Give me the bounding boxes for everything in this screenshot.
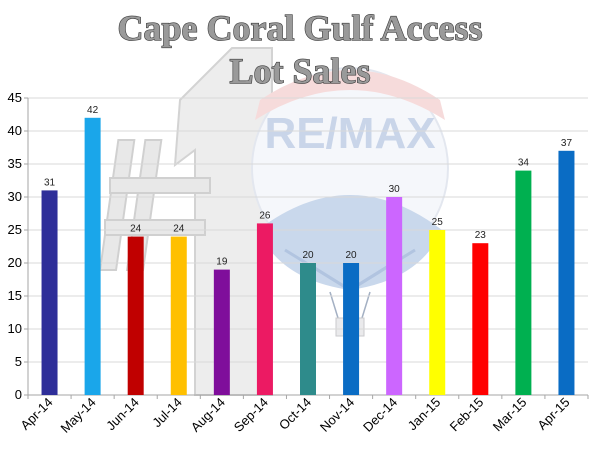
bar-apr-14 [41,190,58,395]
bar-aug-14 [213,269,230,395]
bar-jan-15 [429,230,446,395]
watermark-hash-sign [98,139,211,271]
y-tick-label: 15 [8,288,22,303]
bars: 31 42 24 24 19 26 20 20 30 25 23 34 37 [41,105,575,396]
data-label: 31 [44,177,56,188]
x-tick-label: Dec-14 [360,395,400,435]
data-label: 20 [346,250,358,261]
x-tick-label: Jan-15 [405,395,444,434]
data-label: 26 [259,210,271,221]
y-tick-label: 30 [8,189,22,204]
bar-may-14 [84,117,101,396]
data-label: 25 [432,217,444,228]
chart-title-line-2: Lot Sales [229,51,370,91]
data-label: 24 [173,224,185,235]
x-tick-label: Sep-14 [231,395,271,435]
bar-sep-14 [256,223,273,395]
y-axis: 0 5 10 15 20 25 30 35 40 45 [8,90,29,402]
data-label: 42 [87,105,99,116]
x-tick-label: Oct-14 [276,395,314,433]
x-tick-label: Feb-15 [447,395,487,435]
y-tick-label: 5 [15,354,22,369]
x-tick-label: Apr-14 [17,395,55,433]
x-tick-label: Apr-15 [534,395,572,433]
y-tick-label: 45 [8,90,22,105]
data-label: 24 [130,224,142,235]
data-label: 37 [561,138,573,149]
data-label: 30 [389,184,401,195]
bar-jul-14 [170,236,187,395]
data-label: 19 [216,257,228,268]
x-tick-label: May-14 [57,395,98,436]
y-tick-label: 25 [8,222,22,237]
y-tick-label: 0 [15,387,22,402]
x-tick-label: Nov-14 [317,395,357,435]
data-label: 20 [302,250,314,261]
chart-title-line-1: Cape Coral Gulf Access [118,8,483,48]
x-axis: Apr-14 May-14 Jun-14 Jul-14 Aug-14 Sep-14 Oct-… [17,395,589,436]
bar-oct-14 [300,263,316,395]
watermark-brand-text: RE/MAX [264,109,435,158]
x-tick-label: Jun-14 [103,395,142,434]
y-tick-label: 20 [8,255,22,270]
data-label: 23 [475,230,487,241]
x-tick-label: Aug-14 [188,395,228,435]
y-tick-label: 40 [8,123,22,138]
x-tick-label: Mar-15 [490,395,530,435]
x-tick-label: Jul-14 [149,395,185,431]
bar-dec-14 [386,197,403,395]
bar-jun-14 [127,236,144,395]
bar-apr-15 [558,150,575,395]
bar-nov-14 [343,263,360,395]
y-tick-label: 10 [8,321,22,336]
y-tick-label: 35 [8,156,22,171]
bar-mar-15 [515,170,532,395]
bar-feb-15 [472,243,489,395]
data-label: 34 [518,158,530,169]
